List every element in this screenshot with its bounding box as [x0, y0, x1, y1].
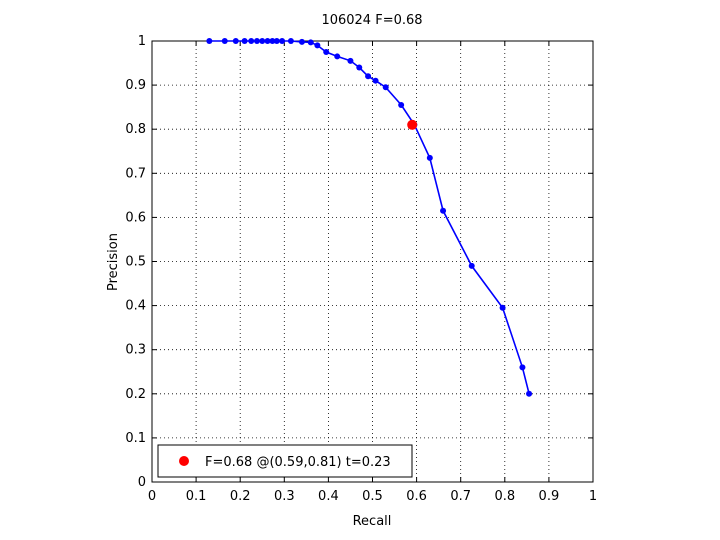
pr-curve-point [248, 38, 255, 44]
pr-curve-point [206, 38, 213, 44]
x-tick-label: 1 [589, 489, 597, 504]
pr-curve-point [334, 53, 341, 60]
pr-curve-point [356, 64, 363, 71]
pr-curve-point [264, 38, 271, 44]
legend: F=0.68 @(0.59,0.81) t=0.23 [157, 444, 413, 478]
pr-curve-point [273, 38, 280, 44]
best-f-point [407, 119, 418, 130]
x-tick-label: 0.6 [406, 489, 427, 504]
pr-curve-point [259, 38, 266, 44]
y-tick-label: 0 [138, 475, 146, 490]
pr-curve-point [314, 42, 321, 49]
x-tick-label: 0.1 [186, 489, 207, 504]
pr-curve-point [279, 38, 286, 44]
grid [152, 41, 593, 482]
legend-label: F=0.68 @(0.59,0.81) t=0.23 [205, 455, 391, 470]
pr-curve-point [269, 38, 276, 44]
x-tick-label: 0.8 [494, 489, 515, 504]
x-tick-label: 0.9 [539, 489, 560, 504]
pr-curve-point [232, 38, 239, 44]
pr-curve-point [382, 84, 389, 91]
y-tick-label: 0.1 [125, 431, 146, 446]
pr-curve-point [440, 207, 447, 214]
pr-curve-point [426, 154, 433, 161]
x-tick-label: 0.2 [230, 489, 251, 504]
y-tick-label: 0.5 [125, 255, 146, 270]
x-tick-label: 0.3 [274, 489, 295, 504]
pr-curve-point [241, 38, 248, 44]
y-tick-label: 0.6 [125, 210, 146, 225]
pr-curve-point [468, 262, 475, 269]
legend-box [157, 444, 413, 478]
pr-curve-point [307, 39, 314, 46]
pr-curve-point [287, 38, 294, 44]
pr-curve-point [221, 38, 228, 44]
y-tick-label: 0.9 [125, 78, 146, 93]
chart-title: 106024 F=0.68 [321, 13, 422, 28]
y-tick-label: 1 [138, 34, 146, 49]
pr-curve-point [526, 390, 533, 397]
y-axis-label: Precision [106, 233, 121, 291]
pr-curve-point [323, 49, 330, 56]
x-tick-label: 0.5 [362, 489, 383, 504]
pr-curve-point [298, 38, 305, 45]
legend-marker [179, 456, 189, 466]
y-tick-label: 0.7 [125, 166, 146, 181]
pr-curve-point [499, 304, 506, 311]
y-tick-label: 0.4 [125, 299, 146, 314]
pr-curve-point [365, 73, 372, 80]
y-tick-label: 0.3 [125, 343, 146, 358]
series-group [206, 38, 533, 397]
x-tick-label: 0.7 [450, 489, 471, 504]
x-tick-label: 0 [148, 489, 156, 504]
y-tick-label: 0.2 [125, 387, 146, 402]
pr-curve-point [372, 77, 379, 84]
x-tick-label: 0.4 [318, 489, 339, 504]
x-axis-label: Recall [353, 514, 392, 529]
plot-frame [151, 40, 594, 483]
pr-curve-point [253, 38, 260, 44]
pr-curve-point [347, 57, 354, 64]
pr-curve-point [398, 101, 405, 108]
pr-curve-point [519, 364, 526, 371]
y-tick-label: 0.8 [125, 122, 146, 137]
